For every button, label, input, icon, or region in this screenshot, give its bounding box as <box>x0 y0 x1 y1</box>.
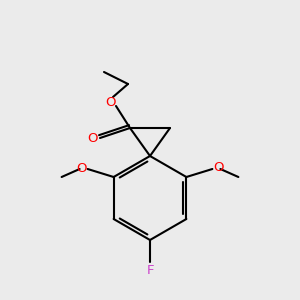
Text: O: O <box>76 161 87 175</box>
Text: O: O <box>106 97 116 110</box>
Text: O: O <box>213 161 224 175</box>
Text: O: O <box>88 133 98 146</box>
Text: F: F <box>146 263 154 277</box>
